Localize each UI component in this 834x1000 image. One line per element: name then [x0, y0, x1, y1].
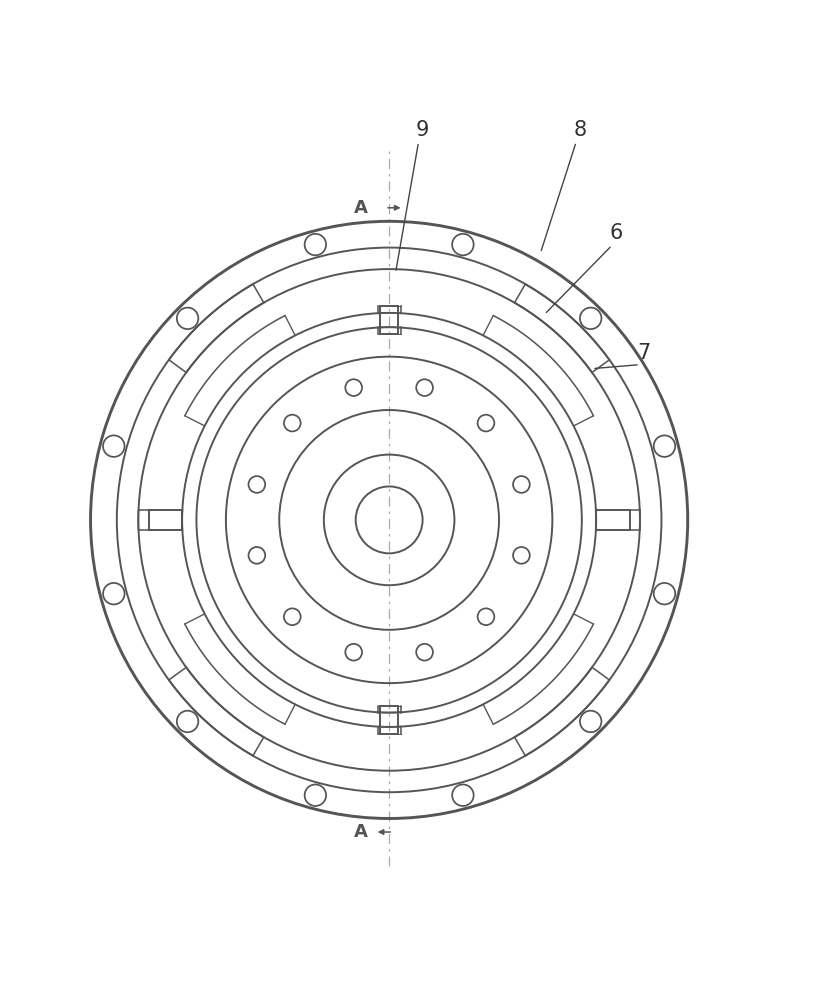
Text: 7: 7 — [637, 343, 651, 363]
Bar — [596, 510, 630, 530]
Text: A: A — [354, 823, 368, 841]
Text: A: A — [354, 199, 368, 217]
Text: 8: 8 — [574, 120, 587, 140]
Text: 6: 6 — [610, 223, 623, 243]
Text: 9: 9 — [416, 120, 430, 140]
Bar — [148, 510, 182, 530]
Bar — [380, 306, 399, 334]
Bar — [380, 706, 399, 734]
